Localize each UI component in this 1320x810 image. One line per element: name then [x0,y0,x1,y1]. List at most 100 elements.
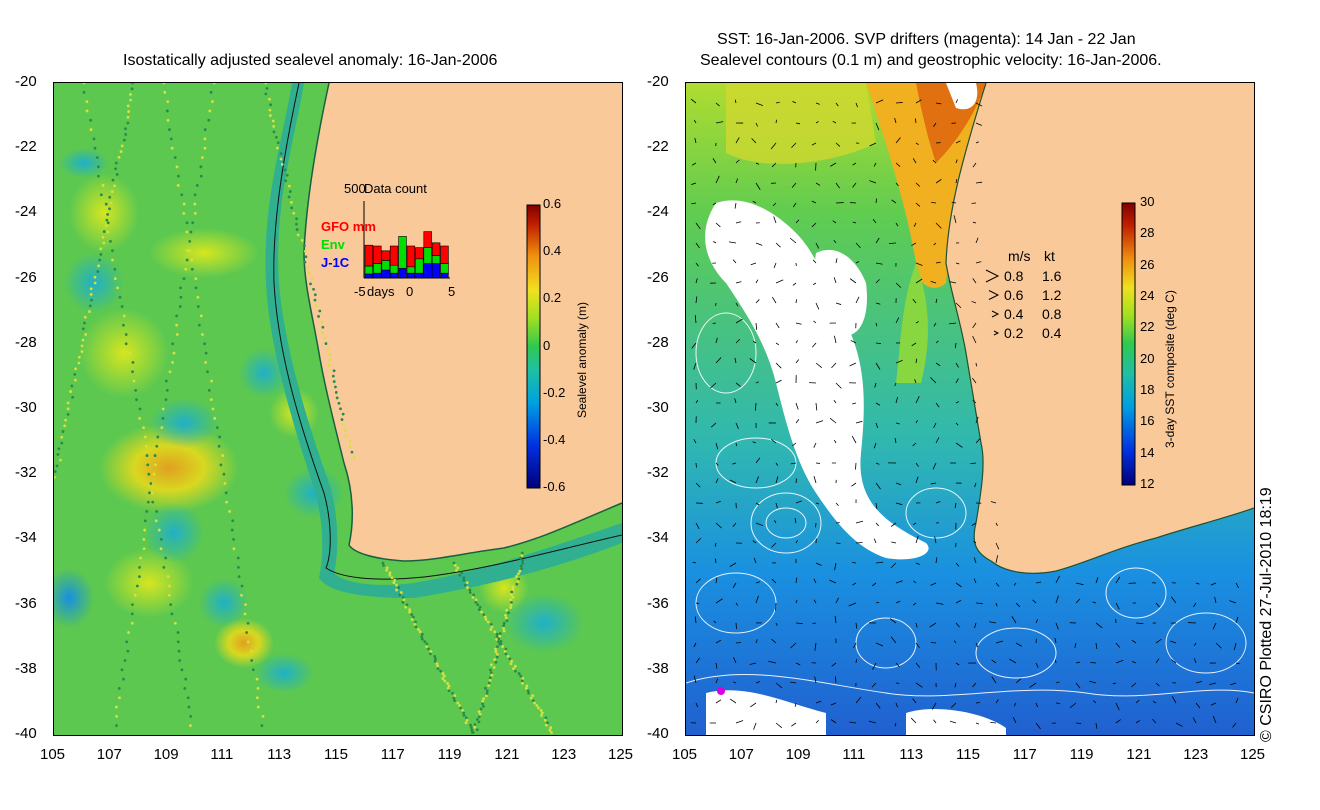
velocity-arrow [775,342,780,346]
velocity-arrow [774,520,777,524]
track-dot [236,556,240,560]
velocity-arrow [875,642,884,647]
australia-land [304,83,622,561]
left-y-tick: -24 [15,203,37,221]
track-dot [470,728,474,732]
track-dot [209,90,213,94]
track-dot [314,304,318,307]
track-dot [84,333,88,336]
velocity-arrow [895,162,901,167]
velocity-arrow [1235,616,1239,624]
track-dot [481,702,484,706]
velocity-arrow [911,342,917,347]
track-dot [464,716,468,720]
velocity-arrow [873,162,877,167]
velocity-arrow [815,242,820,249]
track-dot [276,141,280,145]
velocity-arrow [795,122,801,125]
track-dot [166,100,170,104]
track-dot [420,637,424,641]
coastline-right [945,83,1254,574]
velocity-arrow [951,201,957,204]
track-dot [332,369,336,373]
right-y-tick: -26 [647,268,669,286]
velocity-arrow [735,137,740,144]
track-dot [166,575,170,579]
velocity-arrow [1175,722,1183,727]
velocity-arrow [873,538,877,544]
track-dot [458,704,462,707]
track-dot [63,424,67,428]
velocity-arrow [935,261,941,264]
track-dot [240,593,243,597]
track-dot [207,388,211,392]
track-dot [453,694,457,698]
track-dot [150,491,154,495]
track-dot [474,600,478,604]
velocity-arrow [829,579,837,584]
velocity-arrow [695,537,702,544]
velocity-arrow [915,662,921,669]
sst-colorbar-label: 3-day SST composite (deg C) [1163,290,1177,448]
track-dot [435,662,439,666]
velocity-arrow [1095,577,1099,584]
velocity-arrow [1055,681,1060,684]
velocity-arrow [869,142,877,147]
track-dot [276,146,279,150]
track-dot [321,325,325,329]
velocity-arrow [875,302,881,305]
track-dot [483,615,487,619]
velocity-arrow [735,602,739,606]
track-dot [548,728,552,732]
track-dot [60,441,64,445]
track-dot [96,270,100,273]
velocity-arrow [1155,658,1160,664]
velocity-arrow [1193,602,1197,608]
velocity-arrow [695,262,699,267]
velocity-arrow [1212,622,1217,630]
velocity-arrow [690,98,697,104]
track-dot [484,618,488,621]
velocity-arrow [732,259,737,264]
track-dot [505,608,509,612]
track-dot [468,591,472,594]
track-dot [96,165,100,169]
velocity-arrow [691,202,697,205]
velocity-arrow [848,602,857,607]
left-x-tick: 123 [551,746,577,763]
track-dot [154,463,157,467]
velocity-arrow [972,682,977,688]
velocity-arrow [814,676,817,684]
track-dot [495,653,499,656]
track-dot [390,576,394,580]
track-dot [218,435,222,439]
left-x-tick: 121 [494,746,520,763]
velocity-arrow [855,696,862,704]
track-dot [82,90,86,94]
track-dot [397,586,401,589]
track-dot [246,621,250,625]
track-dot [482,697,486,700]
velocity-arrow [775,622,778,626]
velocity-arrow [713,620,717,624]
track-dot [246,640,250,644]
velocity-arrow [930,482,937,485]
track-dot [164,379,168,383]
track-dot [97,264,101,268]
track-dot [165,109,169,113]
track-dot [164,556,168,560]
velocity-arrow [875,198,878,204]
left-x-tick: 109 [153,746,179,763]
track-dot [102,230,106,233]
track-dot [535,704,539,707]
track-dot [446,686,450,690]
right-x-tick: 105 [672,746,698,763]
velocity-arrow [975,722,980,725]
track-dot [175,165,179,169]
track-dot [381,561,385,565]
right-y-tick: -40 [647,725,669,742]
track-dot [80,350,84,353]
track-dot [138,575,141,579]
velocity-arrow [715,121,724,124]
track-dot [114,161,118,165]
